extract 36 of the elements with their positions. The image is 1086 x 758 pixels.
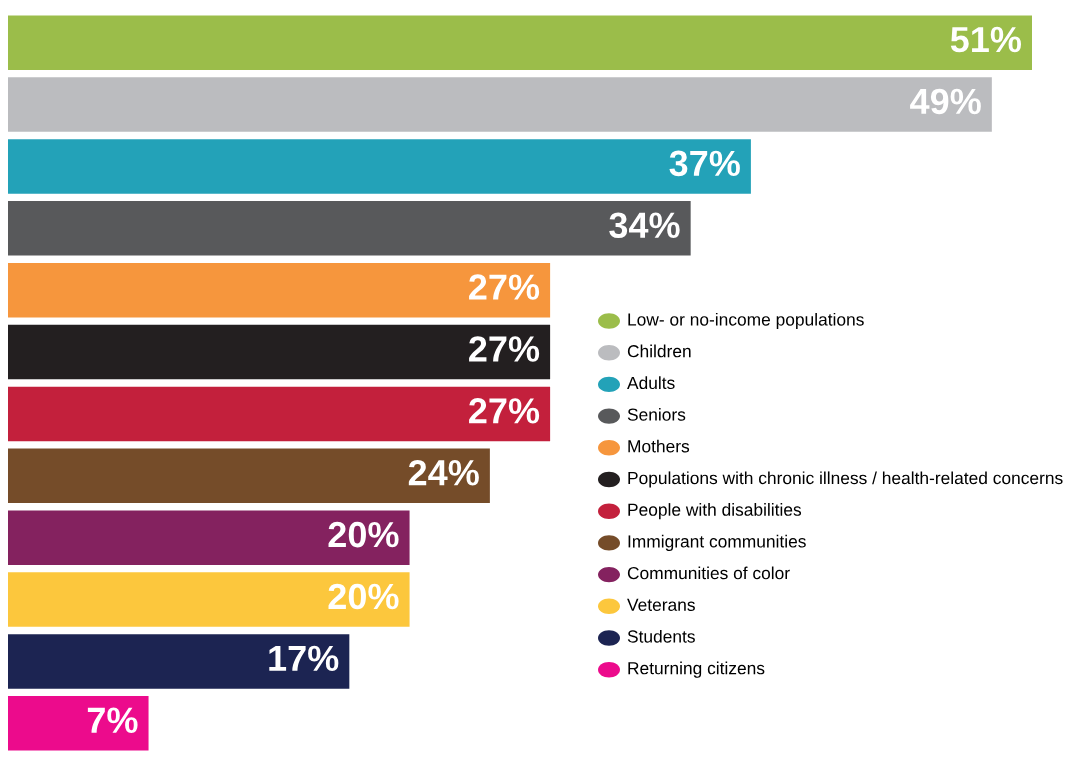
bar [8, 324, 551, 380]
bar [8, 634, 350, 689]
annotation: Returning citizens [628, 661, 765, 678]
annotation: Immigrant communities [628, 534, 806, 551]
data-label: 49% [910, 88, 981, 115]
annotation: Populations with chronic illness / health-related concerns [628, 471, 1063, 488]
bar [8, 510, 410, 565]
data-label: 7% [87, 707, 138, 733]
bar [8, 77, 992, 132]
annotation: People with disabilities [628, 503, 802, 520]
bar [8, 386, 551, 442]
data-label: 20% [328, 583, 399, 610]
annotation: Adults [627, 376, 675, 390]
data-label: 24% [408, 459, 479, 486]
data-label: 17% [269, 645, 339, 672]
data-label: 27% [469, 336, 540, 362]
bar [8, 262, 551, 318]
annotation: Communities of color [627, 566, 790, 580]
data-label: 37% [669, 150, 740, 177]
bar [8, 139, 751, 194]
data-label: 34% [609, 212, 680, 239]
bar [8, 696, 149, 751]
bar [8, 572, 410, 627]
annotation: Students [627, 629, 695, 643]
annotation: Veterans [627, 598, 695, 611]
annotation: Low- or no-income populations [628, 312, 864, 330]
annotation: Mothers [628, 439, 690, 453]
annotation: Children [627, 344, 691, 358]
data-label: 20% [328, 521, 399, 548]
annotation: Seniors [627, 408, 686, 421]
bar [8, 201, 691, 256]
data-label: 51% [950, 26, 1022, 53]
data-label: 27% [469, 398, 540, 424]
bar [8, 15, 1032, 70]
bar [8, 448, 490, 504]
data-label: 27% [469, 274, 540, 300]
